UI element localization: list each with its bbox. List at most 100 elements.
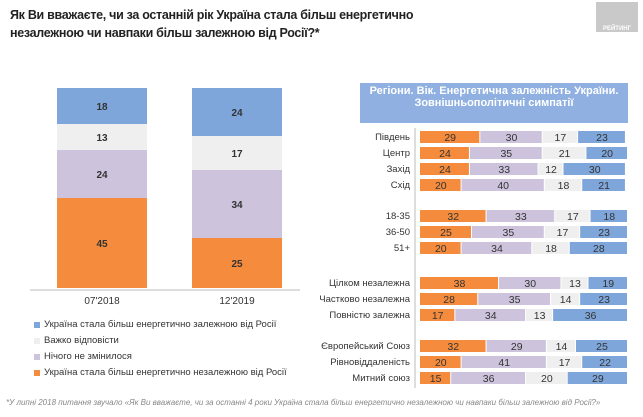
- data-label: 18: [558, 180, 570, 192]
- data-label: 34: [491, 243, 503, 255]
- data-label: 12: [545, 164, 557, 176]
- bar-segment: [582, 179, 625, 191]
- bar-segment: [538, 163, 563, 175]
- bar-segment: [451, 372, 526, 384]
- row-label: Південь: [375, 132, 410, 143]
- bar-segment: [526, 372, 567, 384]
- bar-segment: [57, 150, 147, 198]
- bar-segment: [420, 226, 471, 238]
- legend-swatch: [34, 354, 40, 360]
- data-label: 28: [443, 294, 455, 306]
- data-label: 23: [598, 294, 610, 306]
- bar-segment: [420, 147, 469, 159]
- data-label: 22: [599, 357, 611, 369]
- bar-segment: [461, 242, 532, 254]
- bar-segment: [461, 356, 546, 368]
- data-label: 20: [435, 180, 447, 192]
- bar-segment: [57, 198, 147, 288]
- bar-segment: [576, 340, 627, 352]
- data-label: 17: [557, 227, 569, 239]
- data-label: 13: [569, 278, 581, 290]
- row-label: Схід: [391, 180, 411, 191]
- bar-segment: [455, 309, 526, 321]
- data-label: 35: [509, 294, 521, 306]
- bar-segment: [526, 309, 553, 321]
- data-label: 20: [435, 243, 447, 255]
- x-tick-label: 07'2018: [84, 296, 120, 307]
- row-label: Митний союз: [352, 373, 410, 384]
- data-label: 23: [596, 132, 608, 144]
- data-label: 25: [440, 227, 452, 239]
- bar-segment: [486, 340, 546, 352]
- bar-segment: [551, 293, 580, 305]
- bar-segment: [420, 163, 469, 175]
- data-label: 20: [435, 357, 447, 369]
- legend-swatch: [34, 370, 40, 376]
- bar-segment: [192, 238, 282, 288]
- legend: Україна стала більш енергетично залежною…: [34, 317, 287, 381]
- x-tick-label: 12'2019: [219, 296, 255, 307]
- row-label: Захід: [387, 164, 411, 175]
- data-label: 29: [592, 373, 604, 385]
- data-label: 34: [231, 200, 243, 211]
- bar-segment: [420, 293, 478, 305]
- data-label: 17: [432, 310, 444, 322]
- bar-segment: [469, 163, 538, 175]
- bar-segment: [420, 309, 455, 321]
- data-label: 33: [515, 211, 527, 223]
- bar-segment: [486, 210, 555, 222]
- data-label: 15: [430, 373, 442, 385]
- row-label: Частково незалежна: [319, 294, 410, 305]
- data-label: 24: [439, 148, 451, 160]
- row-label: 18-35: [386, 211, 410, 222]
- legend-swatch: [34, 338, 40, 344]
- bar-segment: [542, 147, 586, 159]
- data-label: 19: [602, 278, 614, 290]
- bar-segment: [420, 277, 499, 289]
- panel-title: Регіони. Вік. Енергетична залежність Укр…: [360, 83, 628, 123]
- bar-segment: [478, 293, 551, 305]
- data-label: 32: [447, 341, 459, 353]
- legend-label: Україна стала більш енергетично залежною…: [44, 319, 277, 330]
- bar-segment: [532, 242, 569, 254]
- bar-segment: [580, 226, 627, 238]
- data-label: 41: [498, 357, 510, 369]
- row-label: Цілком незалежна: [329, 278, 411, 289]
- bar-segment: [590, 210, 627, 222]
- bar-segment: [561, 277, 588, 289]
- data-label: 35: [503, 227, 515, 239]
- data-label: 29: [511, 341, 523, 353]
- data-label: 28: [593, 243, 605, 255]
- data-label: 45: [96, 239, 108, 250]
- data-label: 25: [231, 259, 243, 270]
- bar-segment: [192, 136, 282, 170]
- data-label: 17: [555, 132, 567, 144]
- bar-segment: [420, 372, 451, 384]
- bar-segment: [192, 88, 282, 136]
- bar-segment: [546, 356, 582, 368]
- row-label: 51+: [394, 243, 411, 254]
- data-label: 24: [439, 164, 451, 176]
- data-label: 23: [598, 227, 610, 239]
- bar-segment: [544, 226, 580, 238]
- data-label: 14: [556, 341, 568, 353]
- bar-segment: [472, 226, 544, 238]
- data-label: 13: [96, 133, 108, 144]
- data-label: 36: [483, 373, 495, 385]
- bar-segment: [542, 131, 578, 143]
- data-label: 20: [601, 148, 613, 160]
- bar-segment: [57, 88, 147, 124]
- data-label: 24: [231, 108, 243, 119]
- legend-item: Україна стала більш енергетично незалежн…: [34, 365, 287, 381]
- row-label: Європейський Союз: [321, 341, 410, 352]
- bar-segment: [586, 147, 627, 159]
- bar-segment: [569, 242, 627, 254]
- bar-segment: [588, 277, 627, 289]
- data-label: 17: [231, 149, 243, 160]
- bar-segment: [420, 179, 461, 191]
- bar-segment: [469, 147, 542, 159]
- bar-segment: [420, 210, 486, 222]
- data-label: 32: [447, 211, 459, 223]
- bar-segment: [544, 179, 582, 191]
- legend-item: Нічого не змінилося: [34, 349, 287, 365]
